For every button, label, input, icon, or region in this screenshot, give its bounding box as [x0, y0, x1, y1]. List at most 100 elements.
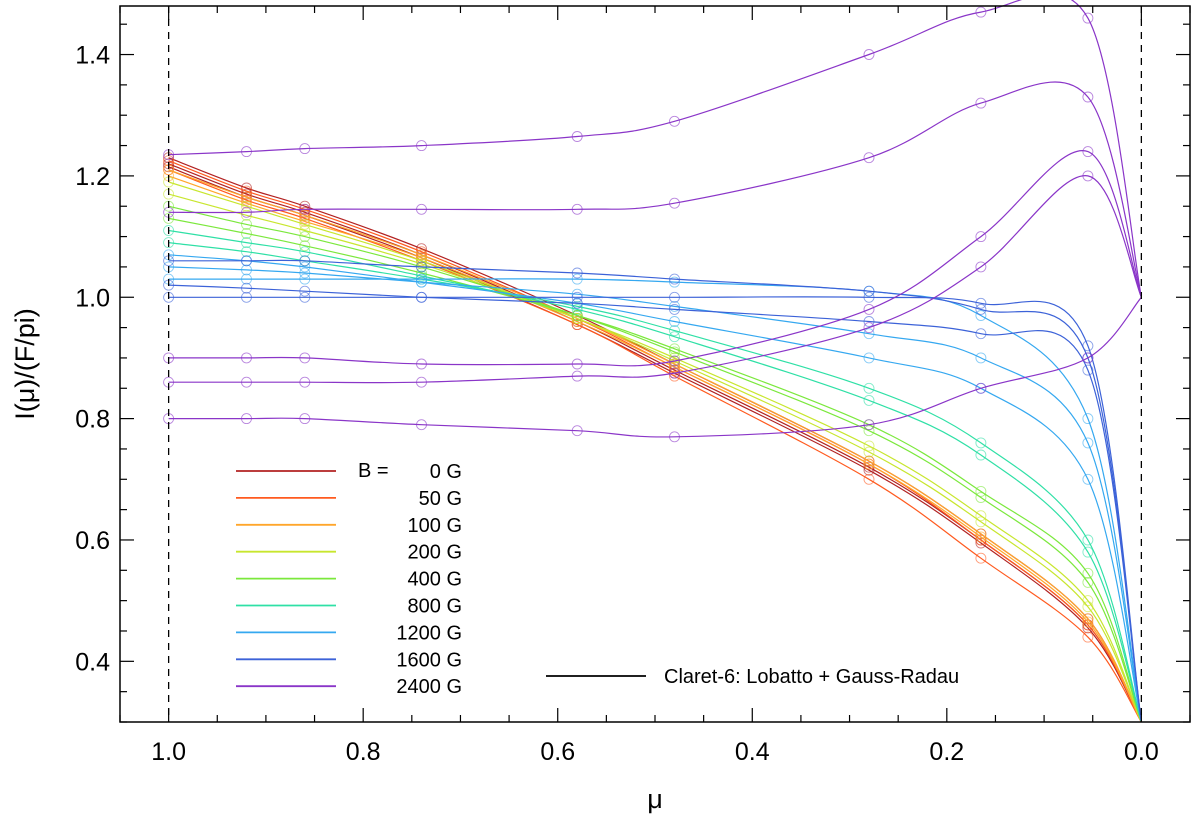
series-curve	[168, 259, 1142, 723]
data-point	[863, 458, 875, 470]
data-point	[975, 552, 987, 564]
data-point	[975, 485, 987, 497]
data-point	[416, 419, 427, 431]
data-point	[571, 316, 583, 327]
data-point	[241, 255, 252, 267]
data-point	[669, 331, 680, 343]
data-point	[299, 212, 311, 224]
data-point	[571, 303, 583, 315]
data-point	[241, 228, 252, 239]
series-200-g	[163, 176, 1142, 723]
series-50-g	[163, 155, 1142, 723]
data-point	[299, 291, 311, 303]
data-point	[863, 303, 875, 315]
x-tick-label: 0.2	[929, 738, 964, 766]
data-point	[1082, 631, 1094, 643]
legend-label: 0 G	[430, 461, 462, 483]
series-100-g	[163, 164, 1142, 723]
series-800-g	[163, 225, 1142, 723]
data-point	[241, 194, 252, 206]
data-point	[975, 97, 987, 109]
data-point	[1082, 595, 1094, 607]
data-point	[571, 319, 583, 331]
data-point	[299, 255, 311, 267]
data-point	[863, 322, 875, 334]
data-point	[863, 473, 875, 485]
data-point	[863, 464, 875, 476]
data-point	[416, 358, 427, 370]
data-point	[416, 140, 427, 152]
series-curve	[168, 217, 1142, 723]
y-tick-label: 0.6	[75, 527, 110, 555]
data-point	[975, 231, 987, 243]
y-tick-label: 1.2	[75, 163, 110, 191]
series-curve	[168, 278, 1142, 723]
data-point	[571, 297, 583, 309]
data-point	[975, 382, 987, 394]
data-point	[975, 437, 987, 449]
data-point	[975, 297, 987, 309]
data-point	[416, 261, 427, 273]
series-curve	[168, 229, 1142, 723]
series-curve	[168, 175, 1142, 384]
data-point	[571, 291, 583, 303]
x-tick-label: 0.6	[540, 738, 575, 766]
data-point	[416, 203, 427, 215]
data-point	[241, 182, 252, 194]
data-point	[416, 267, 427, 279]
legend-title-prefix: B =	[358, 460, 389, 482]
data-point	[863, 49, 875, 60]
data-point	[241, 185, 252, 197]
data-point	[571, 425, 583, 437]
data-point	[299, 413, 311, 425]
legend-label: 400 G	[408, 569, 462, 591]
data-point	[1082, 546, 1094, 558]
data-point	[1082, 146, 1094, 158]
y-axis: 0.4 0.6 0.8 1.0 1.2 1.4	[75, 23, 1190, 723]
data-point	[669, 343, 680, 355]
data-point	[571, 370, 583, 382]
series-2400-g	[163, 0, 1142, 443]
data-point	[299, 215, 311, 227]
data-point	[416, 270, 427, 282]
data-point	[163, 225, 175, 236]
data-point	[299, 267, 311, 279]
data-point	[863, 316, 875, 327]
data-point	[299, 376, 311, 388]
legend-label: 100 G	[408, 515, 462, 537]
series-curve	[168, 205, 1142, 723]
data-point	[241, 352, 252, 364]
data-point	[669, 325, 680, 337]
data-point	[975, 449, 987, 461]
data-point	[416, 258, 427, 270]
legend-label: 50 G	[419, 488, 462, 510]
data-point	[299, 231, 311, 243]
data-point	[241, 413, 252, 425]
x-axis: 1.0 0.8 0.6 0.4 0.2 0.0	[119, 6, 1191, 766]
data-point	[1082, 352, 1094, 364]
data-point	[669, 367, 680, 379]
data-point	[669, 431, 680, 443]
data-point	[863, 440, 875, 452]
x-tick-label: 0.4	[735, 738, 770, 766]
data-point	[669, 273, 680, 285]
legend-label: 1200 G	[396, 622, 462, 644]
x-tick-label: 0.8	[346, 738, 381, 766]
data-point	[241, 206, 252, 218]
data-point	[241, 146, 252, 158]
data-point	[863, 285, 875, 297]
data-point	[571, 310, 583, 321]
series-curve	[168, 175, 1142, 723]
data-point	[299, 285, 311, 297]
data-point	[241, 200, 252, 212]
data-point	[975, 6, 987, 18]
data-point	[975, 328, 987, 340]
data-point	[571, 203, 583, 215]
series-curve	[168, 296, 1142, 438]
data-point	[669, 291, 680, 303]
reference-lines	[167, 6, 1143, 722]
data-point	[241, 273, 252, 285]
data-point	[863, 328, 875, 340]
data-point	[669, 276, 680, 288]
data-point	[571, 267, 583, 279]
